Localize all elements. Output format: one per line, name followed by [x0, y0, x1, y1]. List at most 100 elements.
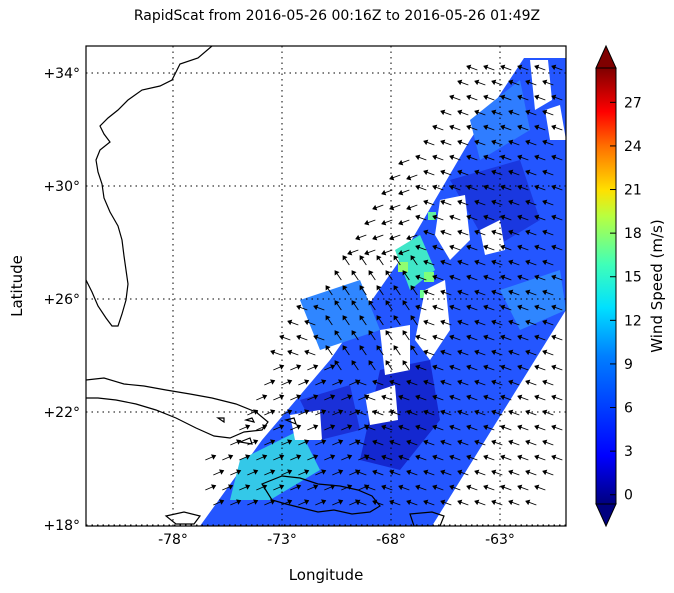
wind-arrow-head	[402, 360, 408, 366]
wind-arrow-head	[304, 439, 310, 445]
puerto-rico-coast	[409, 511, 445, 526]
wind-arrow-head	[368, 270, 374, 276]
wind-arrow-head	[236, 499, 242, 505]
wind-arrow-head	[398, 249, 404, 256]
wind-arrow-head	[525, 79, 531, 86]
wind-arrow-head	[351, 300, 357, 306]
wind-arrow-head	[542, 199, 548, 206]
wind-arrow-head	[525, 259, 531, 266]
wind-arrow-head	[542, 319, 548, 326]
wind-arrow-head	[351, 270, 357, 276]
wind-arrow-head	[466, 244, 472, 251]
wind-arrow-head	[432, 454, 438, 461]
wind-arrow-head	[508, 379, 514, 386]
wind-arrow-head	[457, 469, 463, 476]
wind-arrow-head	[440, 319, 446, 326]
wind-arrow-head	[393, 345, 399, 351]
wind-arrow-head	[376, 255, 382, 261]
wind-arrow-head	[440, 229, 446, 236]
wind-arrow-head	[410, 285, 416, 291]
wind-arrow-head	[517, 394, 523, 401]
wind-arrow-head	[525, 499, 531, 506]
wind-arrow-head	[321, 469, 327, 475]
wind-arrow-head	[270, 349, 276, 356]
wind-arrow-head	[432, 124, 438, 131]
wind-arrow-head	[466, 184, 472, 191]
wind-arrow-head	[432, 304, 438, 311]
wind-arrow-head	[287, 439, 293, 445]
wind-arrow-head	[372, 439, 378, 446]
wind-arrow-head	[542, 169, 548, 176]
wind-arrow-head	[423, 319, 429, 326]
wind-arrow-head	[372, 379, 378, 386]
wind-arrow-head	[279, 334, 285, 341]
wind-arrow-head	[385, 270, 391, 276]
wind-arrow-head	[423, 169, 429, 176]
wind-arrow-head	[296, 454, 302, 460]
map-plot-area	[86, 46, 566, 526]
wind-arrow-head	[359, 285, 365, 291]
wind-arrow-head	[517, 454, 523, 461]
wind-arrow-head	[423, 199, 429, 206]
wind-arrow-head	[313, 424, 319, 430]
swath-green-patch	[420, 290, 428, 298]
wind-arrow-head	[393, 315, 399, 321]
wind-arrow-head	[551, 94, 557, 101]
wind-arrow-head	[534, 274, 540, 281]
wind-arrow-head	[389, 204, 395, 211]
wind-arrow-head	[500, 304, 506, 311]
wind-arrow-head	[330, 394, 336, 400]
wind-arrow-head	[500, 334, 506, 341]
wind-arrow-head	[253, 469, 259, 475]
wind-arrow-head	[406, 469, 412, 476]
wind-arrow-head	[321, 439, 327, 445]
wind-arrow-head	[423, 469, 429, 476]
wind-arrow-head	[500, 64, 506, 71]
wind-arrow-head	[483, 94, 489, 101]
wind-arrow-head	[491, 439, 497, 446]
wind-arrow-head	[500, 184, 506, 191]
wind-arrow-head	[406, 409, 412, 416]
wind-arrow-head	[262, 394, 268, 400]
wind-arrow-head	[287, 379, 293, 385]
wind-arrow-head	[466, 94, 472, 101]
wind-arrow-head	[296, 334, 302, 341]
wind-arrow-head	[398, 159, 404, 166]
wind-arrow-head	[449, 304, 455, 311]
wind-arrow-head	[517, 124, 523, 131]
colorbar-max-extension	[595, 44, 617, 69]
wind-arrow-head	[517, 424, 523, 431]
wind-arrow-head	[500, 394, 506, 401]
wind-arrow-head	[474, 259, 480, 266]
wind-arrow-head	[534, 244, 540, 251]
swath-gap	[290, 410, 322, 440]
wind-arrow-head	[398, 424, 404, 431]
wind-arrow-head	[342, 345, 348, 351]
wind-arrow-head	[334, 270, 340, 276]
colorbar-tick-label: 12	[624, 313, 642, 329]
wind-arrow-head	[449, 124, 455, 131]
wind-arrow-head	[381, 424, 387, 431]
wind-arrow-head	[483, 274, 489, 281]
coastlines	[86, 46, 445, 526]
wind-arrow-head	[338, 469, 344, 475]
wind-arrow-head	[440, 199, 446, 206]
wind-arrow-head	[525, 319, 531, 326]
wind-arrow-head	[542, 259, 548, 266]
wind-arrow-head	[423, 259, 429, 266]
wind-arrow-head	[457, 259, 463, 266]
swath-gap	[435, 195, 470, 260]
x-axis-ticks: -78° -73° -68° -63°	[158, 532, 515, 548]
wind-arrow-head	[389, 469, 395, 476]
wind-arrow-head	[525, 469, 531, 476]
x-tick-label: -68°	[376, 532, 406, 548]
wind-arrow-head	[466, 484, 472, 491]
wind-arrow-head	[423, 499, 429, 506]
wind-arrow-head	[432, 244, 438, 251]
wind-arrow-head	[474, 79, 480, 86]
y-tick-label: +18°	[43, 518, 80, 534]
wind-arrow-head	[228, 484, 234, 490]
wind-arrow-head	[542, 349, 548, 356]
wind-arrow-head	[355, 379, 361, 386]
wind-arrow-head	[457, 229, 463, 236]
